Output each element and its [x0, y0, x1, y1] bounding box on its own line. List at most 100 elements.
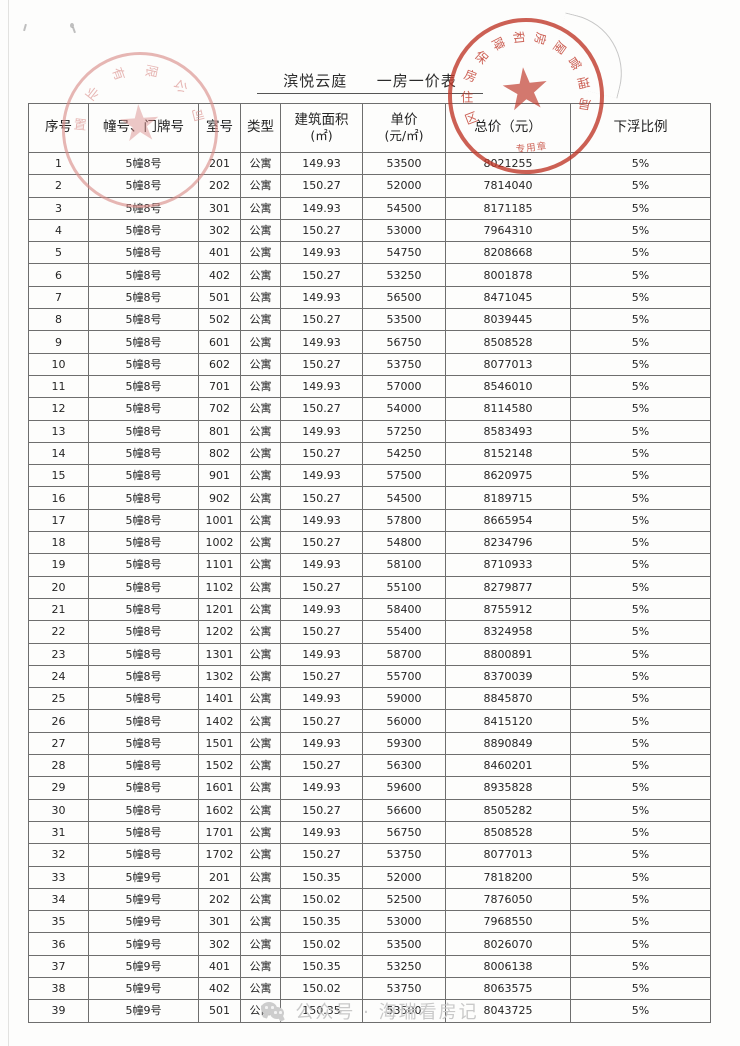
- cell-type: 公寓: [240, 687, 281, 711]
- cell-index: 34: [28, 887, 89, 912]
- cell-index: 38: [28, 976, 89, 1001]
- cell-discount: 5%: [570, 374, 711, 399]
- cell-area: 149.93: [280, 731, 363, 756]
- cell-type: 公寓: [240, 932, 281, 956]
- col-header-area-main: 建筑面积: [294, 111, 349, 128]
- cell-type: 公寓: [240, 954, 281, 978]
- cell-area: 150.27: [280, 263, 363, 287]
- cell-type: 公寓: [240, 709, 281, 733]
- cell-room: 1602: [198, 798, 241, 822]
- col-header-room: 室号: [198, 103, 241, 153]
- cell-unit-price: 53500: [362, 932, 446, 956]
- col-header-total-price: 总价（元）: [445, 103, 571, 153]
- cell-type: 公寓: [240, 575, 281, 599]
- cell-discount: 5%: [570, 597, 711, 622]
- cell-type: 公寓: [240, 664, 281, 689]
- cell-type: 公寓: [240, 464, 281, 488]
- cell-discount: 5%: [570, 575, 711, 599]
- cell-total-price: 8063575: [445, 976, 571, 1001]
- col-header-area-unit: (㎡): [310, 127, 333, 143]
- table-row: 26 5幢8号 1402 公寓 150.27 56000 8415120 5%: [28, 709, 711, 733]
- cell-area: 149.93: [280, 597, 363, 622]
- cell-total-price: 8077013: [445, 352, 571, 376]
- cell-unit-price: 59300: [362, 731, 446, 756]
- cell-type: 公寓: [240, 151, 281, 176]
- col-header-unit-price-main: 单价: [390, 111, 418, 128]
- cell-unit-price: 54000: [362, 397, 446, 421]
- table-row: 4 5幢8号 302 公寓 150.27 53000 7964310 5%: [28, 218, 711, 243]
- cell-discount: 5%: [570, 352, 711, 376]
- cell-total-price: 8620975: [445, 464, 571, 488]
- col-header-unit-price: 单价 (元/㎡): [362, 103, 446, 153]
- cell-total-price: 8935828: [445, 776, 571, 800]
- table-row: 6 5幢8号 402 公寓 150.27 53250 8001878 5%: [28, 263, 711, 287]
- cell-building: 5幢8号: [88, 553, 199, 577]
- table-row: 15 5幢8号 901 公寓 149.93 57500 8620975 5%: [28, 464, 711, 488]
- table-body: 1 5幢8号 201 公寓 149.93 53500 8021255 5% 2 5幢8号 202 公寓…: [28, 151, 711, 1023]
- cell-building: 5幢8号: [88, 687, 199, 711]
- cell-unit-price: 53250: [362, 263, 446, 287]
- cell-unit-price: 56500: [362, 285, 446, 310]
- cell-total-price: 7964310: [445, 218, 571, 243]
- cell-building: 5幢9号: [88, 976, 199, 1001]
- cell-index: 30: [28, 798, 89, 822]
- cell-index: 3: [28, 196, 89, 220]
- cell-index: 2: [28, 174, 89, 198]
- cell-unit-price: 54500: [362, 486, 446, 510]
- cell-type: 公寓: [240, 419, 281, 443]
- table-row: 37 5幢9号 401 公寓 150.35 53250 8006138 5%: [28, 954, 711, 978]
- cell-building: 5幢8号: [88, 352, 199, 376]
- scan-artifact: [23, 23, 27, 32]
- cell-index: 8: [28, 308, 89, 332]
- cell-index: 21: [28, 597, 89, 622]
- cell-index: 1: [28, 151, 89, 176]
- cell-area: 150.02: [280, 887, 363, 912]
- scan-artifact: [72, 26, 76, 34]
- cell-index: 6: [28, 263, 89, 287]
- cell-room: 1702: [198, 843, 241, 867]
- cell-building: 5幢8号: [88, 709, 199, 733]
- cell-index: 37: [28, 954, 89, 978]
- cell-index: 33: [28, 865, 89, 889]
- cell-discount: 5%: [570, 776, 711, 800]
- table-row: 34 5幢9号 202 公寓 150.02 52500 7876050 5%: [28, 887, 711, 912]
- cell-index: 31: [28, 820, 89, 845]
- cell-type: 公寓: [240, 263, 281, 287]
- cell-discount: 5%: [570, 508, 711, 533]
- cell-room: 1701: [198, 820, 241, 845]
- cell-type: 公寓: [240, 754, 281, 778]
- cell-room: 1001: [198, 508, 241, 533]
- table-row: 21 5幢8号 1201 公寓 149.93 58400 8755912 5%: [28, 597, 711, 622]
- cell-index: 4: [28, 218, 89, 243]
- wechat-icon: [261, 1001, 287, 1022]
- cell-discount: 5%: [570, 887, 711, 912]
- cell-building: 5幢8号: [88, 664, 199, 689]
- cell-area: 149.93: [280, 196, 363, 220]
- cell-discount: 5%: [570, 954, 711, 978]
- cell-index: 29: [28, 776, 89, 800]
- cell-building: 5幢8号: [88, 798, 199, 822]
- table-row: 12 5幢8号 702 公寓 150.27 54000 8114580 5%: [28, 397, 711, 421]
- table-row: 30 5幢8号 1602 公寓 150.27 56600 8505282 5%: [28, 798, 711, 822]
- table-row: 5 5幢8号 401 公寓 149.93 54750 8208668 5%: [28, 241, 711, 265]
- table-row: 10 5幢8号 602 公寓 150.27 53750 8077013 5%: [28, 352, 711, 376]
- cell-type: 公寓: [240, 330, 281, 354]
- table-header-row: 序号 幢号、门牌号 室号 类型 建筑面积 (㎡) 单价 (元/㎡) 总价（元） …: [28, 103, 711, 153]
- table-header: 序号 幢号、门牌号 室号 类型 建筑面积 (㎡) 单价 (元/㎡) 总价（元） …: [28, 103, 711, 153]
- cell-unit-price: 57000: [362, 374, 446, 399]
- table-row: 24 5幢8号 1302 公寓 150.27 55700 8370039 5%: [28, 664, 711, 689]
- cell-discount: 5%: [570, 553, 711, 577]
- cell-index: 13: [28, 419, 89, 443]
- table-row: 18 5幢8号 1002 公寓 150.27 54800 8234796 5%: [28, 531, 711, 555]
- cell-area: 150.27: [280, 218, 363, 243]
- cell-room: 201: [198, 151, 241, 176]
- cell-building: 5幢8号: [88, 731, 199, 756]
- cell-unit-price: 52000: [362, 865, 446, 889]
- cell-discount: 5%: [570, 397, 711, 421]
- cell-type: 公寓: [240, 397, 281, 421]
- cell-type: 公寓: [240, 776, 281, 800]
- cell-building: 5幢9号: [88, 887, 199, 912]
- cell-room: 301: [198, 910, 241, 934]
- cell-unit-price: 57250: [362, 419, 446, 443]
- cell-unit-price: 59600: [362, 776, 446, 800]
